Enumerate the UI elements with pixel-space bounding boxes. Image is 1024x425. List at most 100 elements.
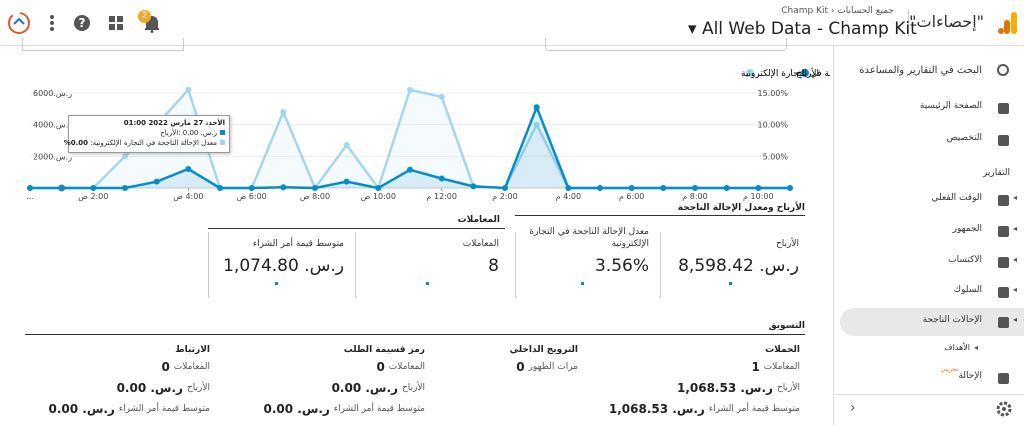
collapse-button[interactable]: ›: [850, 400, 856, 416]
nav-item[interactable]: الإحالات الناجحة: [922, 315, 982, 325]
metric-label: الأرباح: [186, 383, 210, 393]
search-link[interactable]: البحث في التقارير والمساعدة: [859, 65, 982, 76]
nav-icon: [998, 103, 1009, 114]
card-value: 3.56%: [594, 256, 649, 276]
nav-arrow: ◂: [1013, 285, 1018, 294]
data-point: [533, 104, 540, 111]
nav-icon: [998, 317, 1009, 328]
data-point: [280, 184, 287, 191]
metric-label: المعاملات: [763, 362, 800, 372]
x-tick-label: 2:00 م: [492, 192, 517, 201]
breadcrumb-account[interactable]: Champ Kit: [781, 6, 828, 16]
data-point: [565, 185, 572, 191]
date-picker[interactable]: [545, 38, 787, 51]
view-name[interactable]: All Web Data - Champ Kit: [701, 19, 917, 39]
data-point: [407, 166, 413, 173]
nav-icon: [998, 287, 1009, 298]
more-menu[interactable]: [46, 14, 58, 32]
card-border: [208, 232, 209, 298]
nav-icon: [998, 373, 1009, 384]
top-bar: [0, 0, 1024, 46]
card-border: [515, 232, 516, 298]
y-tick-label: ر.س.4000: [33, 121, 72, 130]
data-point: [723, 185, 730, 191]
search-icon[interactable]: [997, 64, 1009, 76]
view-selector[interactable]: ▾ All Web Data - Champ Kit: [688, 19, 917, 39]
settings-icon[interactable]: [996, 401, 1012, 417]
data-point: [153, 178, 160, 185]
card-border: [660, 232, 661, 298]
data-point: [217, 185, 223, 191]
nav-item[interactable]: السلوك: [953, 285, 982, 295]
sparkline: [728, 282, 732, 285]
nav-subitem[interactable]: الأهداف: [944, 343, 970, 352]
column-title[interactable]: الارتباط: [175, 345, 210, 355]
tooltip-row: ر.س. 0.00 :الأرباح: [73, 128, 225, 138]
notification-badge: 2: [138, 10, 151, 23]
tooltip-rate-value: 0.00%: [63, 139, 89, 147]
data-point: [755, 185, 762, 191]
x-tick-label: 8:00 م: [682, 192, 707, 201]
data-point: [27, 185, 33, 191]
svg-text:?: ?: [79, 16, 86, 30]
nav-arrow: ◂: [1013, 315, 1018, 324]
beta-badge: تجريبي: [940, 366, 958, 373]
tooltip-swatch: [220, 140, 225, 145]
group-title: المعاملات: [457, 215, 500, 225]
data-point: [90, 185, 97, 191]
metric-value: 0: [161, 360, 170, 374]
metric-value: 0: [376, 360, 385, 374]
column-title[interactable]: الترويج الداخلي: [509, 345, 578, 355]
x-tick-label: 8:00 ص: [300, 192, 330, 201]
sparkline: [426, 282, 429, 285]
nav-item[interactable]: الاكتساب: [948, 255, 982, 265]
nav-arrow: ◂: [974, 343, 979, 352]
tooltip: الأحد، 27 مارس 2022 01:00 ر.س. 0.00 :الأ…: [64, 115, 230, 153]
x-tick-label: 10:00 م: [743, 192, 774, 201]
data-point: [185, 86, 192, 93]
x-tick-label: 12:00 م: [426, 192, 457, 201]
nav-item[interactable]: الإحالة: [958, 371, 982, 381]
app-icon[interactable]: [6, 10, 32, 36]
data-point: [122, 185, 128, 191]
data-point: [628, 185, 635, 191]
data-point: [597, 185, 603, 191]
apps-icon[interactable]: [108, 15, 124, 31]
metric-label: متوسط قيمة أمر الشراء: [708, 404, 800, 414]
column-title[interactable]: رمز قسيمة الطلب: [343, 345, 425, 355]
card-border: [355, 232, 356, 298]
breadcrumb[interactable]: جميع الحسابات ‹ Champ Kit: [781, 6, 894, 16]
nav-icon: [998, 135, 1009, 146]
column-title[interactable]: الحملات: [765, 345, 800, 355]
series-area: [30, 89, 790, 188]
card-label: متوسط قيمة أمر الشراء: [252, 239, 344, 249]
group-rule: [208, 228, 505, 229]
nav-icon: [998, 195, 1009, 206]
data-point: [660, 185, 667, 191]
legend-label: الأرباح: [796, 67, 819, 79]
data-point: [185, 166, 192, 172]
sidebar-border: [833, 46, 834, 425]
nav-item[interactable]: التخصيص: [946, 133, 982, 143]
nav-item[interactable]: الصفحة الرئيسية: [919, 101, 982, 111]
section-title: الأرباح ومعدل الإحالة الناجحة: [677, 203, 805, 213]
section-rule: [515, 215, 805, 216]
nav-item[interactable]: الجمهور: [952, 224, 982, 234]
data-point: [343, 178, 350, 185]
y-tick-label: ر.س.2000: [33, 152, 72, 161]
card-label: معدل الإحالة الناجحة في التجارة الإلكترو…: [529, 227, 649, 249]
nav-arrow: ◂: [1013, 193, 1018, 202]
toolbar-buttons[interactable]: [22, 38, 184, 51]
card-label: المعاملات: [462, 239, 499, 249]
nav-item[interactable]: الوقت الفعلي: [931, 193, 982, 203]
data-point: [312, 185, 318, 191]
nav-section: التقارير: [982, 168, 1010, 178]
legend-item: معدل الإحالة الناجحة في التجارة الإلكترو…: [741, 69, 830, 79]
y2-tick-label: 5.00%: [763, 152, 789, 161]
help-icon[interactable]: ?: [73, 14, 91, 32]
data-point: [787, 185, 793, 191]
tooltip-row: معدل الإحالة الناجحة في التجارة الإلكترو…: [64, 138, 225, 148]
breadcrumb-parent[interactable]: جميع الحسابات: [837, 6, 894, 16]
metric-label: المعاملات: [388, 362, 425, 372]
section-rule: [25, 334, 805, 335]
